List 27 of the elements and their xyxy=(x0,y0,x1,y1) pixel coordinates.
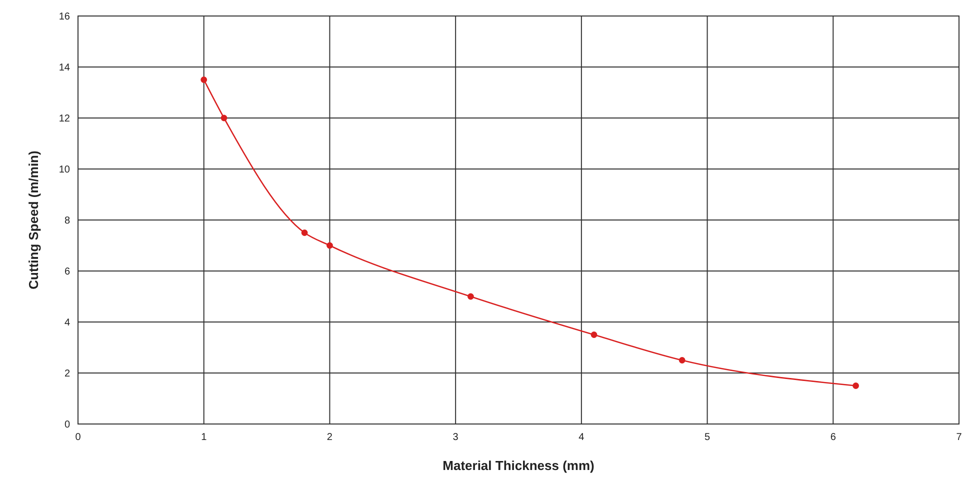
x-tick-label: 1 xyxy=(201,432,208,443)
y-tick-label: 2 xyxy=(64,368,70,380)
x-tick-label: 7 xyxy=(956,432,962,443)
point xyxy=(220,114,228,122)
point xyxy=(852,382,859,389)
x-axis-title: Material Thickness (mm) xyxy=(442,458,594,473)
x-tick-label: 2 xyxy=(326,432,333,443)
x-tick-label: 5 xyxy=(704,432,711,443)
y-axis-title: Cutting Speed (m/min) xyxy=(26,150,41,290)
y-tick-label: 6 xyxy=(64,266,70,278)
y-tick-label: 10 xyxy=(58,164,70,176)
point xyxy=(590,332,598,338)
y-tick-label: 8 xyxy=(64,216,70,226)
point xyxy=(326,242,333,249)
point xyxy=(467,293,474,300)
y-tick-label: 12 xyxy=(58,114,70,124)
point xyxy=(200,76,208,83)
x-tick-label: 4 xyxy=(578,432,585,443)
point xyxy=(678,357,686,364)
y-tick-label: 14 xyxy=(58,62,70,74)
y-tick-label: 4 xyxy=(64,318,70,328)
point xyxy=(301,230,308,236)
x-tick-label: 3 xyxy=(452,432,459,443)
x-tick-label: 0 xyxy=(75,432,82,443)
y-tick-label: 0 xyxy=(64,420,70,430)
x-tick-label: 6 xyxy=(830,432,836,443)
y-tick-label: 16 xyxy=(58,12,70,22)
